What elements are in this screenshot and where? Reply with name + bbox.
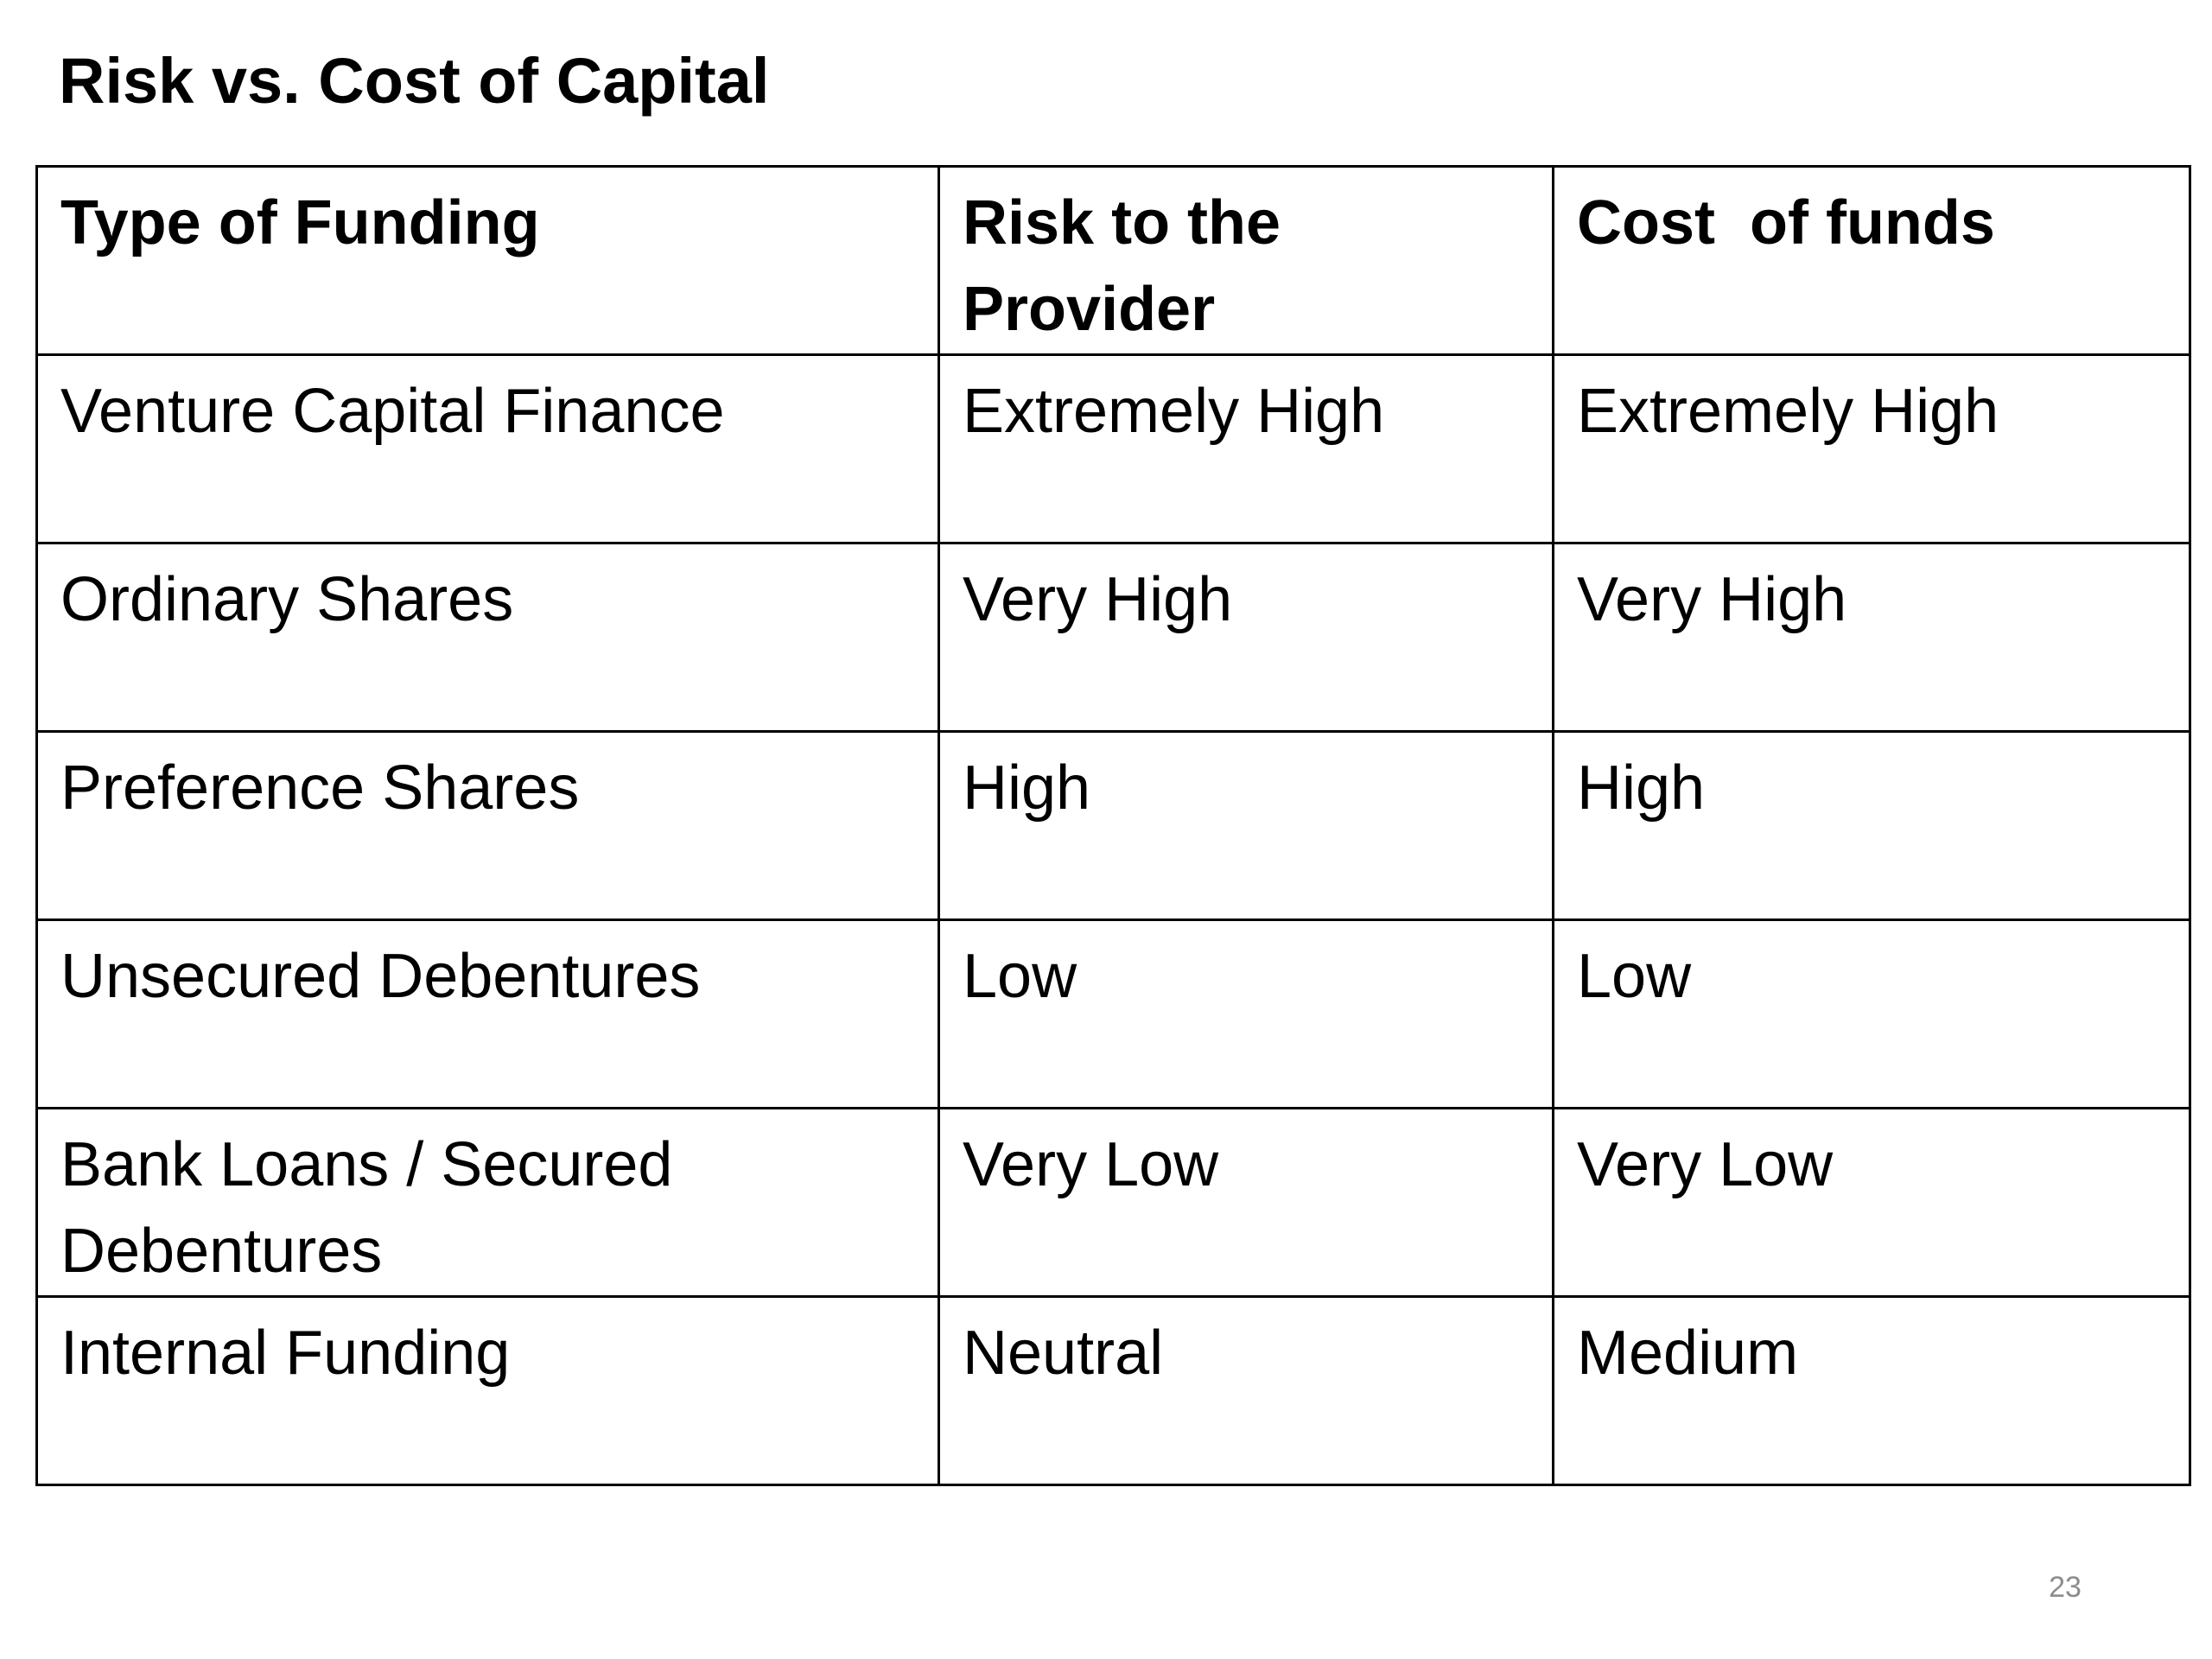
header-cost-of-funds: Cost of funds [1552,165,2191,356]
cell-type-of-funding: Venture Capital Finance [35,353,940,544]
cell-risk-to-provider: Neutral [938,1295,1554,1486]
table-row: Bank Loans / Secured Debentures Very Low… [35,1107,2191,1298]
header-risk-to-provider: Risk to the Provider [938,165,1554,356]
cell-type-of-funding: Preference Shares [35,730,940,921]
cell-cost-of-funds: Medium [1552,1295,2191,1486]
table-row: Venture Capital Finance Extremely High E… [35,353,2191,544]
header-type-of-funding: Type of Funding [35,165,940,356]
cell-cost-of-funds: Very Low [1552,1107,2191,1298]
table-row: Ordinary Shares Very High Very High [35,542,2191,733]
cell-cost-of-funds: Very High [1552,542,2191,733]
cell-cost-of-funds: Extremely High [1552,353,2191,544]
cell-risk-to-provider: Very High [938,542,1554,733]
slide-title: Risk vs. Cost of Capital [59,45,770,117]
cell-type-of-funding: Unsecured Debentures [35,918,940,1109]
table-header-row: Type of Funding Risk to the Provider Cos… [35,165,2191,356]
cell-cost-of-funds: Low [1552,918,2191,1109]
cell-risk-to-provider: Low [938,918,1554,1109]
cell-type-of-funding: Internal Funding [35,1295,940,1486]
table-row: Preference Shares High High [35,730,2191,921]
cell-risk-to-provider: Very Low [938,1107,1554,1298]
table-row: Unsecured Debentures Low Low [35,918,2191,1109]
cell-type-of-funding: Ordinary Shares [35,542,940,733]
table-row: Internal Funding Neutral Medium [35,1295,2191,1486]
cell-risk-to-provider: Extremely High [938,353,1554,544]
cell-risk-to-provider: High [938,730,1554,921]
funding-comparison-table: Type of Funding Risk to the Provider Cos… [35,165,2191,1486]
cell-cost-of-funds: High [1552,730,2191,921]
cell-type-of-funding: Bank Loans / Secured Debentures [35,1107,940,1298]
page-number: 23 [2049,1571,2082,1604]
